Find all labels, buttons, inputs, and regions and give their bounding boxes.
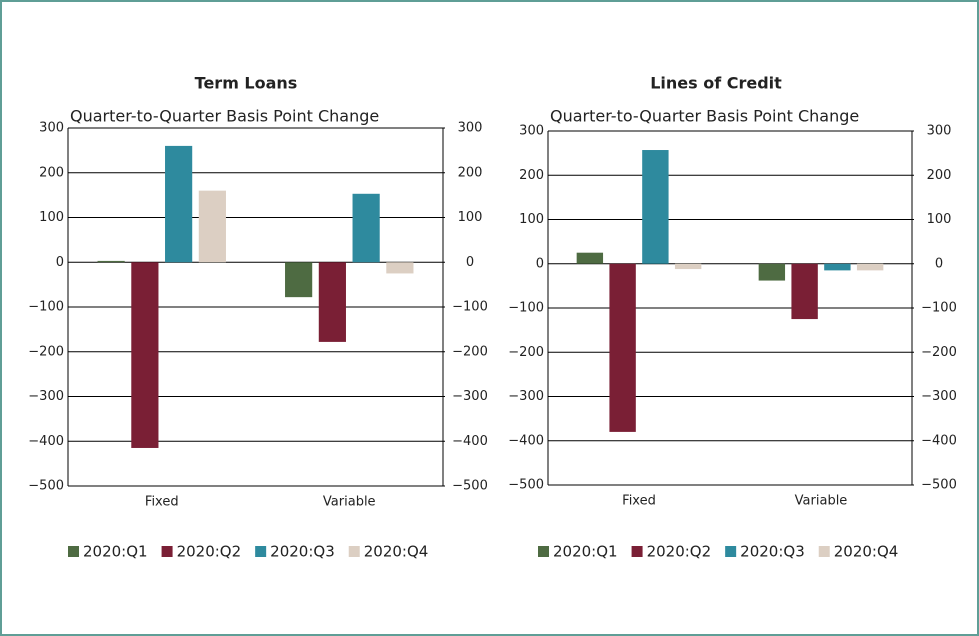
legend-label: 2020:Q1 [83,543,148,561]
legend-label: 2020:Q3 [270,543,335,561]
y-tick-label: −300 [508,389,544,404]
y-tick-label: −100 [508,301,544,316]
y2-tick-label: 200 [927,168,952,183]
bar [285,262,313,298]
bar [576,252,604,264]
y-tick-label: 100 [39,210,64,225]
legend-label: 2020:Q3 [740,543,805,561]
bar [318,262,346,342]
y-tick-label: −500 [508,478,544,493]
chart-title: Term Loans [195,74,298,93]
y2-tick-label: −100 [921,301,957,316]
y2-tick-label: −500 [921,478,957,493]
y2-tick-label: −300 [921,389,957,404]
bar [674,263,702,270]
x-tick-label: Variable [323,495,376,510]
y-tick-label: 300 [519,124,544,139]
chart-subtitle: Quarter-to-Quarter Basis Point Change [70,107,379,126]
bar [824,263,851,271]
y2-tick-label: −500 [452,479,488,494]
bar [386,262,414,274]
legend-label: 2020:Q4 [364,543,429,561]
bar [131,262,159,448]
legend-label: 2020:Q2 [647,543,712,561]
bar [165,145,193,263]
y2-tick-label: −400 [921,433,957,448]
y2-tick-label: −200 [452,344,488,359]
legend-swatch [538,546,549,557]
legend-label: 2020:Q4 [834,543,899,561]
y2-tick-label: −200 [921,345,957,360]
legend-swatch [348,546,360,557]
y-tick-label: 300 [39,121,64,136]
y-tick-label: 0 [536,256,544,271]
y2-tick-label: 200 [458,165,483,180]
bar [352,193,380,263]
y-tick-label: 200 [39,165,64,180]
legend-label: 2020:Q1 [553,543,618,561]
legend-swatch [725,546,737,557]
y2-tick-label: 100 [927,212,952,227]
bar [609,263,636,432]
chart-title: Lines of Credit [650,74,782,93]
legend-swatch [161,546,173,557]
y-tick-label: −200 [508,345,544,360]
bar [856,263,884,271]
y-tick-label: −300 [28,389,64,404]
y2-tick-label: −100 [452,300,488,315]
bar [791,263,818,320]
x-tick-label: Fixed [622,494,656,509]
y-tick-label: −400 [28,434,64,449]
bar [758,263,786,281]
y2-tick-label: −400 [452,434,488,449]
legend-label: 2020:Q2 [177,543,242,561]
y-tick-label: −100 [28,300,64,315]
y-tick-label: −200 [28,344,64,359]
x-tick-label: Variable [795,494,848,509]
y-tick-label: 0 [56,255,64,270]
y2-tick-label: 100 [458,210,483,225]
bar [97,260,125,263]
y2-tick-label: −300 [452,389,488,404]
legend-swatch [255,546,267,557]
y-tick-label: 200 [519,168,544,183]
legend-swatch [818,546,830,557]
y-tick-label: 100 [519,212,544,227]
y-tick-label: −500 [28,479,64,494]
legend-swatch [631,546,643,557]
y2-tick-label: 300 [458,121,483,136]
y2-tick-label: 0 [466,255,474,270]
chart-subtitle: Quarter-to-Quarter Basis Point Change [550,107,859,126]
bar [642,150,669,264]
legend-swatch [68,546,79,557]
y2-tick-label: 300 [927,124,952,139]
bar [198,190,226,263]
y-tick-label: −400 [508,433,544,448]
x-tick-label: Fixed [145,495,179,510]
y2-tick-label: 0 [935,256,943,271]
